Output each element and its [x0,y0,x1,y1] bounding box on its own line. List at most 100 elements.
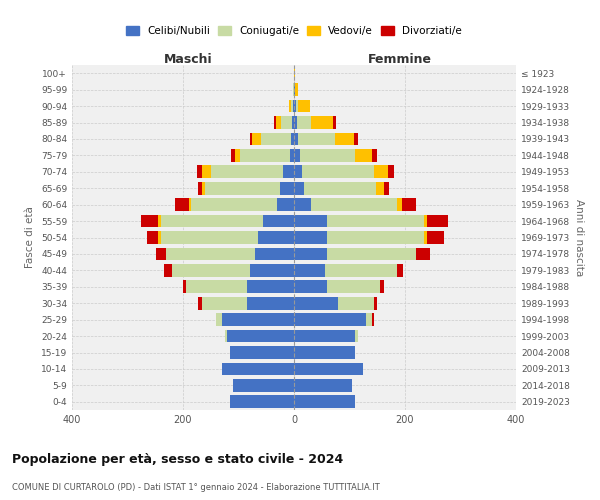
Bar [253,132,260,145]
Bar [250,132,253,145]
Bar [299,149,355,162]
Bar [328,214,424,228]
Bar [186,280,247,293]
Bar [172,264,250,277]
Text: COMUNE DI CURTAROLO (PD) - Dati ISTAT 1° gennaio 2024 - Elaborazione TUTTITALIA.: COMUNE DI CURTAROLO (PD) - Dati ISTAT 1°… [12,482,380,492]
Bar [427,231,444,244]
Bar [304,182,376,194]
Bar [161,214,263,228]
Bar [388,166,394,178]
Bar [333,116,335,129]
Bar [283,166,294,178]
Bar [311,198,397,211]
Bar [161,231,258,244]
Bar [255,248,294,260]
Bar [183,280,186,293]
Bar [274,116,275,129]
Bar [328,280,380,293]
Bar [355,149,372,162]
Bar [298,132,335,145]
Legend: Celibi/Nubili, Coniugati/e, Vedovi/e, Divorziati/e: Celibi/Nubili, Coniugati/e, Vedovi/e, Di… [122,22,466,40]
Bar [277,198,294,211]
Y-axis label: Fasce di età: Fasce di età [25,206,35,268]
Bar [211,166,283,178]
Bar [292,116,294,129]
Bar [198,182,202,194]
Bar [294,280,328,293]
Bar [328,248,416,260]
Bar [231,149,235,162]
Bar [275,116,281,129]
Bar [294,214,328,228]
Bar [222,362,294,376]
Y-axis label: Anni di nascita: Anni di nascita [574,199,584,276]
Bar [258,231,294,244]
Bar [335,132,354,145]
Bar [166,248,255,260]
Bar [374,297,377,310]
Bar [294,116,297,129]
Bar [247,280,294,293]
Bar [289,100,290,112]
Bar [294,182,304,194]
Bar [294,83,295,96]
Bar [424,214,427,228]
Bar [142,214,158,228]
Bar [261,132,291,145]
Text: Maschi: Maschi [164,53,213,66]
Bar [376,182,385,194]
Bar [290,100,293,112]
Bar [202,166,211,178]
Bar [397,264,403,277]
Bar [294,330,355,342]
Bar [294,67,295,80]
Bar [296,100,298,112]
Bar [216,313,222,326]
Bar [197,166,202,178]
Bar [290,149,294,162]
Bar [397,198,402,211]
Bar [355,330,358,342]
Bar [281,116,292,129]
Bar [222,313,294,326]
Bar [294,264,325,277]
Bar [175,198,188,211]
Bar [294,166,302,178]
Bar [294,313,366,326]
Bar [247,297,294,310]
Bar [224,330,227,342]
Bar [294,379,352,392]
Bar [402,198,416,211]
Bar [295,83,298,96]
Bar [227,330,294,342]
Bar [374,166,388,178]
Bar [294,396,355,408]
Bar [294,132,298,145]
Bar [230,396,294,408]
Bar [191,198,277,211]
Bar [158,231,161,244]
Bar [235,149,239,162]
Bar [164,264,172,277]
Bar [250,264,294,277]
Text: Femmine: Femmine [367,53,431,66]
Bar [198,297,202,310]
Bar [239,149,290,162]
Bar [205,182,280,194]
Bar [328,231,424,244]
Bar [354,132,358,145]
Bar [294,100,296,112]
Bar [230,346,294,359]
Bar [233,379,294,392]
Bar [280,182,294,194]
Bar [427,214,448,228]
Bar [263,214,294,228]
Bar [380,280,385,293]
Bar [291,132,294,145]
Bar [311,116,333,129]
Bar [325,264,397,277]
Bar [298,100,310,112]
Bar [202,182,205,194]
Bar [385,182,389,194]
Bar [372,313,374,326]
